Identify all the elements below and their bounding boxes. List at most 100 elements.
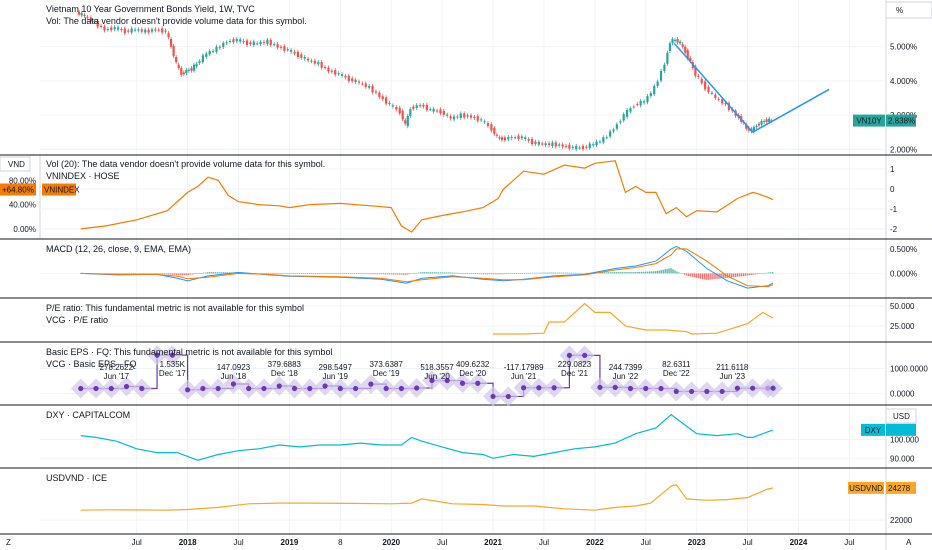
histogram-bar — [564, 272, 567, 274]
usdvnd-marker-value: 24278 — [888, 484, 911, 493]
histogram-bar — [760, 273, 762, 275]
candle-body — [169, 39, 173, 47]
candle-body — [161, 28, 164, 33]
candle-body — [140, 29, 143, 32]
histogram-bar — [353, 273, 356, 275]
eps-point — [398, 385, 405, 392]
histogram-bar — [349, 273, 352, 275]
histogram-bar — [189, 273, 191, 275]
eps-point — [154, 352, 160, 358]
histogram-bar — [478, 273, 481, 275]
candle-body — [575, 145, 578, 150]
histogram-bar — [111, 273, 113, 275]
candle-body — [459, 113, 462, 118]
candle-body — [77, 11, 81, 15]
y-tick-label-left: 0.00% — [13, 225, 36, 234]
candle-body — [649, 93, 652, 97]
time-axis: Jul 2018 Jul 2019 8 2020 Jul 2021 Jul 2022 Jul 2023… — [132, 538, 855, 547]
histogram-bar — [418, 272, 420, 274]
candle-body — [83, 14, 86, 16]
histogram-bar — [730, 273, 733, 278]
eps-title: VCG · Basic EPS · FQ — [46, 359, 137, 369]
eps-date-label: Jun '20 — [424, 372, 450, 381]
eps-point — [536, 385, 542, 391]
price-marker-value: 2.838% — [888, 117, 915, 126]
candle-body — [374, 91, 378, 93]
histogram-bar — [119, 273, 121, 275]
histogram-bar — [758, 273, 760, 275]
eps-date-label: Jun '18 — [221, 372, 247, 381]
histogram-bar — [197, 273, 199, 275]
dxy-line — [80, 413, 774, 461]
histogram-bar — [558, 272, 561, 274]
eps-point — [291, 385, 298, 392]
histogram-bar — [228, 272, 230, 274]
candle-body — [398, 107, 401, 114]
macd-line — [80, 245, 774, 289]
candle-body — [684, 46, 687, 53]
candle-body — [187, 69, 190, 71]
candle-body — [249, 42, 252, 45]
candle-body — [710, 92, 714, 94]
histogram-bar — [429, 272, 432, 274]
histogram-bar — [768, 272, 770, 274]
dxy-marker-label: DXY — [865, 426, 882, 435]
candle-body — [432, 108, 435, 112]
candle-body — [154, 29, 157, 31]
histogram-bar — [601, 272, 604, 274]
histogram-bar — [410, 273, 412, 275]
histogram-bar — [162, 273, 164, 275]
histogram-bar — [396, 273, 399, 275]
candle-body — [612, 129, 615, 132]
candle-body — [544, 143, 547, 146]
candle-body — [245, 40, 249, 46]
eps-point — [215, 385, 221, 392]
histogram-bar — [547, 272, 549, 274]
candle-body — [137, 29, 140, 31]
histogram-bar — [171, 273, 174, 275]
y-tick-label: 0.0000 — [890, 390, 915, 399]
eps-date-label: Dec '18 — [271, 369, 298, 378]
eps-point — [383, 385, 389, 392]
y-tick-label: 100.000 — [890, 435, 919, 444]
histogram-bar — [465, 273, 467, 274]
eps-value-label: 518.3557 — [420, 363, 454, 372]
histogram-bar — [390, 273, 393, 275]
eps-value-label: 379.6883 — [268, 360, 302, 369]
histogram-bar — [205, 272, 207, 274]
candle-body — [483, 121, 486, 123]
histogram-bar — [707, 273, 709, 280]
histogram-bar — [341, 273, 344, 275]
histogram-bar — [281, 273, 283, 275]
eps-point — [597, 384, 603, 390]
eps-point — [658, 385, 664, 392]
eps-point — [734, 385, 740, 391]
histogram-bar — [703, 273, 705, 280]
histogram-bar — [644, 271, 647, 274]
histogram-bar — [623, 272, 625, 274]
histogram-bar — [412, 273, 414, 275]
candle-body — [466, 115, 469, 117]
candle-body — [429, 109, 432, 111]
histogram-bar — [627, 272, 629, 274]
histogram-bar — [531, 272, 533, 274]
histogram-bar — [203, 272, 205, 274]
histogram-bar — [517, 273, 520, 274]
histogram-bar — [177, 273, 180, 276]
histogram-bar — [400, 273, 402, 275]
candle-body — [205, 53, 208, 57]
candle-body — [469, 115, 473, 118]
eps-point — [566, 352, 572, 358]
candle-body — [547, 143, 551, 146]
eps-point — [459, 380, 466, 386]
candle-body — [371, 86, 374, 93]
scale-unit-label: % — [896, 6, 903, 15]
candle-body — [493, 127, 496, 134]
histogram-bar — [764, 272, 766, 274]
chart-title: Vietnam 10 Year Government Bonds Yield, … — [46, 4, 255, 14]
candle-body — [89, 17, 93, 22]
candle-body — [659, 70, 663, 81]
candle-body — [86, 16, 89, 18]
pane-macd: 0.500% 0.000% MACD (12, 26, close, 9, EMA,… — [0, 244, 932, 299]
